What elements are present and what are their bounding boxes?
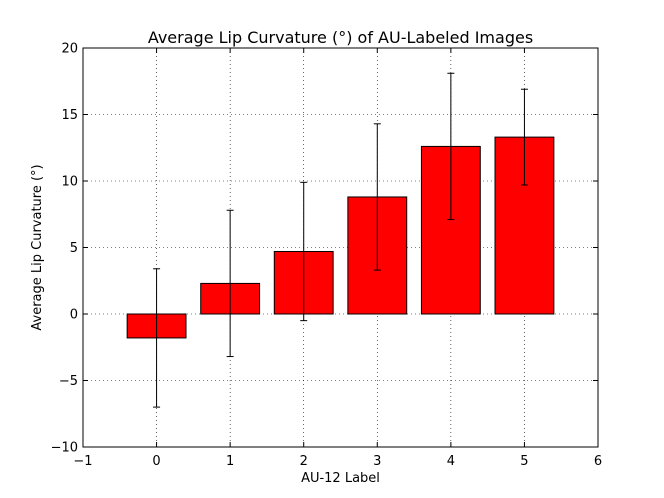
error-bars — [153, 72, 528, 408]
x-tick-label: 0 — [152, 454, 160, 469]
x-axis-label: AU-12 Label — [301, 471, 380, 486]
chart-title: Average Lip Curvature (°) of AU-Labeled … — [148, 28, 533, 47]
y-tick-label: 5 — [70, 241, 78, 256]
y-tick-label: −5 — [59, 374, 78, 389]
x-tick-label: 3 — [373, 454, 381, 469]
x-tick-label: 1 — [226, 454, 234, 469]
y-axis-label: Average Lip Curvature (°) — [30, 164, 45, 330]
x-tick-label: 6 — [594, 454, 602, 469]
x-tick-label: 2 — [300, 454, 308, 469]
x-tick-label: 5 — [520, 454, 528, 469]
y-tick-label: 15 — [61, 108, 78, 123]
y-tick-label: 20 — [61, 42, 78, 57]
y-tick-label: −10 — [51, 441, 78, 456]
x-tick-label: 4 — [447, 454, 455, 469]
y-tick-label: 10 — [61, 175, 78, 190]
x-tick-label: −1 — [73, 454, 92, 469]
y-tick-label: 0 — [70, 308, 78, 323]
